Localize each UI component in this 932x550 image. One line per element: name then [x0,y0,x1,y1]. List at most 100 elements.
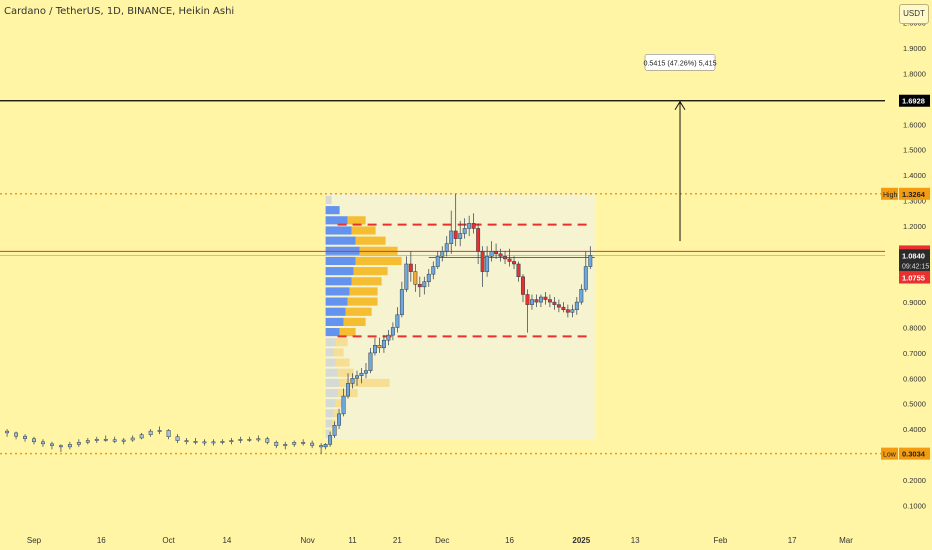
y-tick-label: 1.9000 [903,44,926,53]
volume-profile-bar [325,195,332,205]
bear-candle [301,442,306,444]
bull-candle [404,263,409,290]
volume-profile-bar [325,246,360,255]
volume-profile-bar [325,226,352,235]
volume-profile-bar [355,256,402,266]
bear-candle [565,309,570,313]
x-tick-label: 16 [505,536,514,545]
currency-button[interactable]: USDT [899,4,929,24]
bear-candle [202,441,207,444]
bear-candle [175,436,180,441]
time-axis[interactable]: Sep 16 Oct 14 Nov 11 21 Dec 16 2025 13 Feb 17 Mar [27,536,853,545]
volume-profile-bar [335,338,348,347]
y-tick-label: 0.2000 [903,476,926,485]
bear-candle [166,430,171,437]
measure-label: 0.5415 (47.26%) 5,415 [643,58,716,67]
high-value-tag [899,187,930,200]
bull-candle [373,345,377,354]
bear-candle [547,299,552,303]
bear-candle [552,301,557,305]
volume-profile-bar [335,399,344,408]
bear-candle [184,440,189,442]
bull-candle [256,438,261,441]
y-tick-label: 1.6000 [903,120,926,129]
y-tick-label: 1.3000 [903,197,926,206]
volume-profile-bar [333,409,340,418]
chart-title: Cardano / TetherUS, 1D, BINANCE, Heikin … [4,6,235,17]
bull-candle [386,334,391,341]
bull-candle [390,327,395,336]
bull-candle [431,266,436,275]
high-name-label: High [883,192,898,199]
volume-profile [325,195,402,438]
bull-candle [130,437,135,441]
bull-candle [381,339,386,349]
volume-profile-bar [325,409,334,418]
volume-profile-bar [339,328,356,337]
bull-candle [157,430,162,432]
bull-candle [148,430,153,435]
volume-profile-bar [351,277,382,286]
measure-arrow-head [674,100,686,110]
volume-profile-bar [325,328,340,337]
bear-candle [534,299,539,303]
x-tick-label: 21 [393,536,402,545]
bull-candle [211,441,216,444]
low-name-label: Low [883,452,897,459]
bull-candle [355,375,359,379]
bull-candle [139,434,144,439]
bull-candle [341,395,346,415]
volume-profile-bar [335,358,350,367]
volume-profile-bar [347,297,378,306]
x-tick-label: 2025 [572,536,590,545]
bear-candle [5,430,10,434]
volume-profile-bar [329,429,332,438]
candlestick-series [5,193,593,454]
bull-candle [449,230,454,244]
open-tag [899,271,930,284]
low-name-tag [881,447,898,460]
bull-candle [350,378,355,384]
bull-candle [574,301,579,310]
bull-candle [332,425,337,436]
price-axis[interactable]: 2.00001.90001.80001.70001.60001.50001.40… [881,19,930,511]
volume-profile-bar [343,317,366,326]
volume-profile-bar [325,368,338,377]
bear-candle [525,294,530,305]
volume-profile-bar [325,216,348,225]
volume-profile-bar [325,277,352,286]
volume-profile-bar [325,338,336,347]
low-value-tag [899,447,930,460]
bull-candle [489,251,494,257]
x-tick-label: 16 [97,536,106,545]
bear-candle [319,445,324,448]
last-price-label: 1.0840 [902,251,925,260]
bear-candle [521,276,525,295]
target-tag [899,94,930,107]
bull-candle [76,442,81,445]
bear-candle [516,263,521,277]
bull-candle [292,442,297,445]
bull-candle [444,243,449,252]
bear-candle [512,261,516,265]
x-tick-label: Dec [435,536,449,545]
volume-profile-bar [325,348,334,357]
volume-profile-bar [349,287,378,296]
bull-candle [440,251,445,257]
bear-candle [265,438,270,443]
bear-candle [556,304,561,308]
y-tick-label: 0.1000 [903,501,926,510]
measure-label-box [644,54,716,71]
bear-candle [32,438,36,443]
bear-candle [480,251,485,272]
bull-candle [395,314,400,328]
y-tick-label: 0.6000 [903,374,926,383]
y-tick-label: 1.4000 [903,171,926,180]
bull-candle [85,440,90,443]
bull-candle [435,256,440,267]
volume-profile-bar [325,399,336,408]
bull-candle [583,266,588,290]
bear-candle [507,258,512,262]
bull-candle [220,441,225,443]
